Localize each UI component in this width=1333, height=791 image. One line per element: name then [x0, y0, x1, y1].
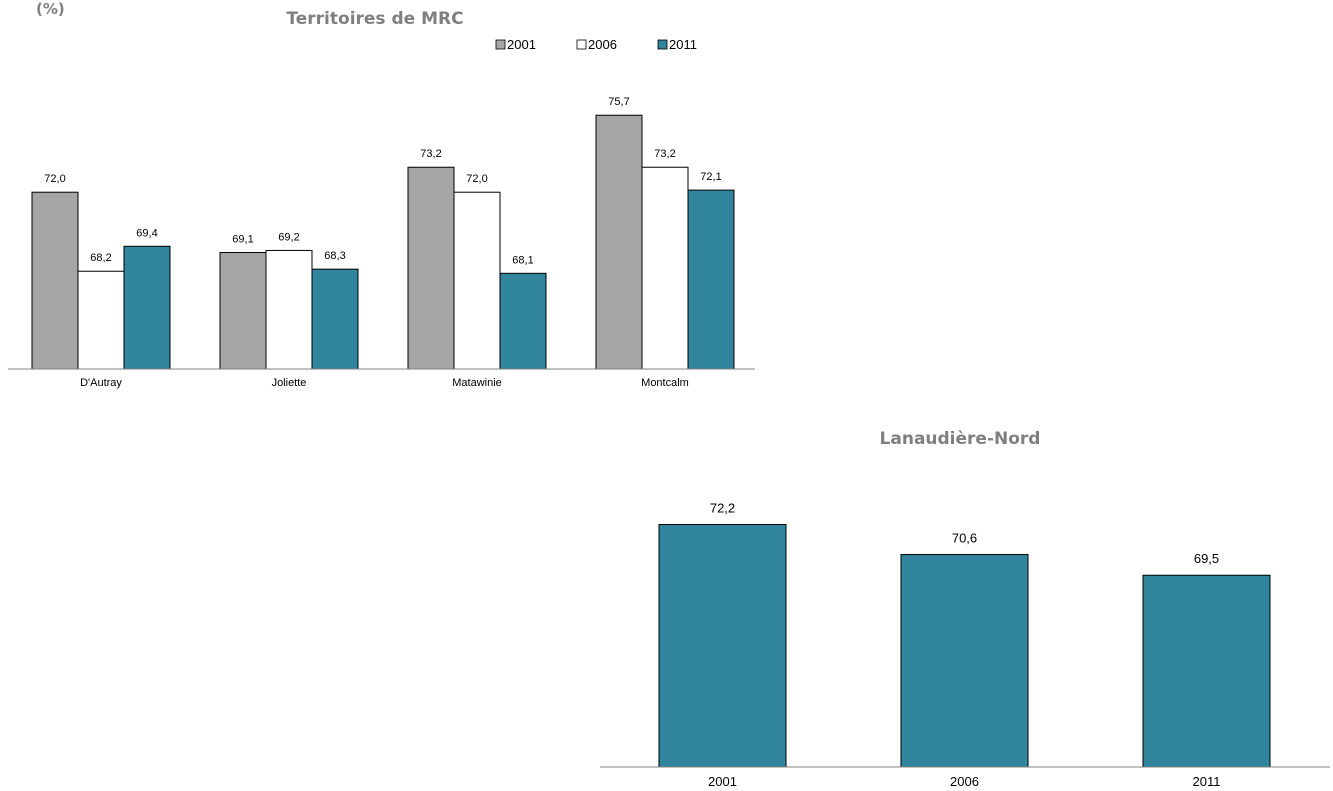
- data-label-lanaudiere-nord-2011: 69,5: [1194, 551, 1219, 566]
- data-label-joliette-2011: 68,3: [324, 250, 345, 262]
- bar-d-autray-2006: [77, 270, 125, 370]
- data-label-matawinie-2011: 68,1: [512, 254, 533, 266]
- bar-joliette-2006: [265, 249, 313, 370]
- bar-joliette-2011: [311, 268, 359, 370]
- data-label-joliette-2006: 69,2: [278, 231, 299, 243]
- legend-label-2001: 2001: [507, 37, 536, 52]
- data-label-lanaudiere-nord-2001: 72,2: [710, 500, 735, 515]
- x-tick-montcalm: Montcalm: [641, 377, 689, 389]
- bar-matawinie-2006: [453, 191, 501, 370]
- data-label-montcalm-2011: 72,1: [700, 171, 721, 183]
- bar-montcalm-2001: [595, 114, 643, 370]
- data-label-matawinie-2001: 73,2: [420, 148, 441, 160]
- x-tick-2001: 2001: [708, 774, 737, 789]
- legend-swatch-2001: [495, 39, 506, 50]
- bar-joliette-2001: [219, 252, 267, 370]
- x-tick-d-autray: D'Autray: [80, 377, 122, 389]
- x-tick-matawinie: Matawinie: [452, 377, 502, 389]
- data-label-lanaudiere-nord-2006: 70,6: [952, 531, 977, 546]
- chart-lanaudiere-nord: 72,2 2001 70,6 2006 69,5 2011: [600, 500, 1330, 789]
- bar-montcalm-2006: [641, 166, 689, 370]
- bar-lanaudiere-nord-2001: [658, 523, 787, 768]
- legend-label-2006: 2006: [588, 37, 617, 52]
- data-label-d-autray-2006: 68,2: [90, 252, 111, 264]
- data-label-matawinie-2006: 72,0: [466, 173, 487, 185]
- bar-lanaudiere-nord-2006: [900, 554, 1029, 768]
- bar-montcalm-2011: [687, 189, 735, 370]
- x-tick-2006: 2006: [950, 774, 979, 789]
- bar-matawinie-2001: [407, 166, 455, 370]
- unit-label: (%): [36, 0, 65, 18]
- bar-d-autray-2011: [123, 245, 171, 370]
- bar-lanaudiere-nord-2011: [1142, 574, 1271, 768]
- data-label-joliette-2001: 69,1: [232, 234, 253, 246]
- x-tick-joliette: Joliette: [272, 377, 307, 389]
- bar-matawinie-2011: [499, 272, 547, 370]
- chart-title-mrc: Territoires de MRC: [286, 9, 463, 29]
- legend-label-2011: 2011: [669, 37, 697, 52]
- legend-swatch-2006: [576, 39, 587, 50]
- data-label-montcalm-2006: 73,2: [654, 148, 675, 160]
- legend-swatch-2011: [657, 39, 668, 50]
- legend: 2001 2006 2011: [495, 37, 697, 52]
- chart-title-lanaudiere-nord: Lanaudière-Nord: [880, 429, 1041, 449]
- chart-mrc: 72,0 68,2 69,4 D'Autray 69,1 69,2 68,3 Joliette…: [8, 96, 755, 389]
- data-label-d-autray-2011: 69,4: [136, 227, 157, 239]
- data-label-montcalm-2001: 75,7: [608, 96, 629, 108]
- data-label-d-autray-2001: 72,0: [44, 173, 65, 185]
- bar-d-autray-2001: [31, 191, 79, 370]
- x-tick-2011: 2011: [1193, 774, 1221, 789]
